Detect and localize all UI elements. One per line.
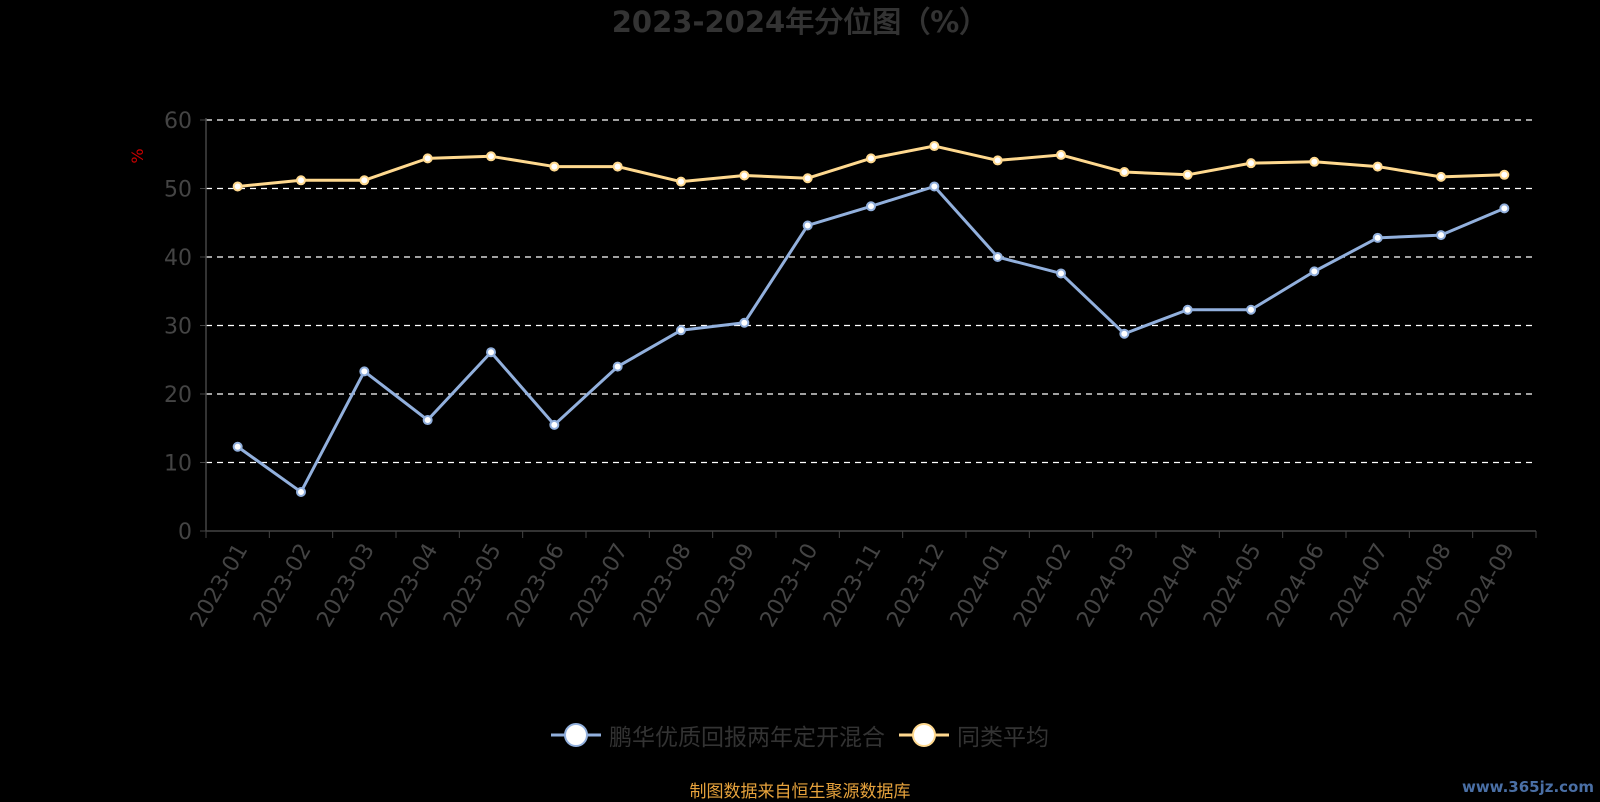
y-tick-label: 40 bbox=[164, 246, 192, 271]
x-tick-label: 2023-07 bbox=[566, 540, 634, 632]
axis-layer: 0102030405060%2023-012023-022023-032023-… bbox=[128, 109, 1537, 632]
data-point-series-1 bbox=[359, 366, 370, 377]
data-point-series-2 bbox=[1056, 149, 1066, 160]
data-point-series-2 bbox=[929, 141, 940, 152]
x-tick-label: 2023-02 bbox=[249, 540, 317, 632]
x-tick-label: 2024-08 bbox=[1389, 540, 1457, 632]
x-tick-label: 2023-04 bbox=[376, 540, 444, 632]
x-tick-label: 2024-02 bbox=[1009, 540, 1077, 632]
y-tick-label: 50 bbox=[164, 178, 192, 203]
data-point-series-2 bbox=[1372, 161, 1383, 172]
x-tick-label: 2024-01 bbox=[946, 540, 1014, 632]
x-tick-label: 2023-10 bbox=[756, 540, 824, 632]
data-point-series-1 bbox=[929, 181, 940, 192]
data-point-series-1 bbox=[1182, 304, 1193, 315]
y-tick-label: 10 bbox=[164, 452, 192, 477]
x-tick-label: 2024-04 bbox=[1136, 540, 1204, 632]
data-point-series-1 bbox=[1499, 203, 1510, 214]
legend-item-series-2[interactable]: 同类平均 bbox=[899, 718, 1049, 752]
data-point-series-1 bbox=[866, 201, 876, 212]
data-point-series-2 bbox=[486, 151, 496, 162]
series-layer bbox=[232, 141, 1510, 497]
data-point-series-2 bbox=[866, 153, 876, 164]
line-chart: 0102030405060%2023-012023-022023-032023-… bbox=[128, 109, 1537, 632]
series-line-1 bbox=[236, 184, 1505, 494]
data-point-series-2 bbox=[296, 175, 306, 186]
y-tick-label: 60 bbox=[164, 109, 192, 134]
data-point-series-2 bbox=[992, 155, 1003, 166]
legend: 鹏华优质回报两年定开混合 同类平均 bbox=[0, 718, 1600, 752]
data-point-series-1 bbox=[802, 220, 813, 231]
data-point-series-2 bbox=[1246, 158, 1256, 169]
data-point-series-1 bbox=[549, 419, 560, 430]
data-point-series-2 bbox=[1119, 167, 1130, 178]
data-point-series-2 bbox=[802, 173, 813, 184]
data-point-series-1 bbox=[676, 325, 686, 336]
data-point-series-1 bbox=[1246, 304, 1256, 315]
x-tick-label: 2024-07 bbox=[1326, 540, 1394, 632]
x-tick-label: 2024-09 bbox=[1452, 540, 1520, 632]
y-tick-label: 30 bbox=[164, 315, 192, 340]
y-tick-label: 20 bbox=[164, 383, 192, 408]
data-point-series-1 bbox=[232, 441, 243, 452]
data-point-series-1 bbox=[1119, 328, 1130, 339]
legend-line-marker-icon bbox=[551, 723, 601, 747]
data-point-series-2 bbox=[1309, 156, 1320, 167]
y-axis-label: % bbox=[128, 148, 147, 163]
x-tick-label: 2023-05 bbox=[439, 540, 507, 632]
source-note: 制图数据来自恒生聚源数据库 bbox=[689, 782, 911, 802]
x-tick-label: 2023-01 bbox=[186, 540, 254, 632]
data-point-series-1 bbox=[422, 415, 433, 426]
x-tick-label: 2023-06 bbox=[502, 540, 570, 632]
data-point-series-1 bbox=[612, 361, 623, 372]
data-point-series-2 bbox=[676, 176, 686, 187]
data-point-series-1 bbox=[1372, 232, 1383, 243]
data-point-series-1 bbox=[1309, 266, 1320, 277]
grid-layer bbox=[206, 119, 1536, 464]
data-point-series-2 bbox=[1182, 169, 1193, 180]
data-point-series-2 bbox=[232, 181, 243, 192]
watermark: www.365jz.com bbox=[1461, 778, 1594, 796]
data-point-series-2 bbox=[739, 170, 750, 181]
x-tick-label: 2023-11 bbox=[819, 540, 887, 632]
data-point-series-1 bbox=[1436, 230, 1446, 241]
data-point-series-2 bbox=[1436, 171, 1446, 182]
data-point-series-2 bbox=[1499, 169, 1510, 180]
legend-line-marker-icon bbox=[899, 723, 949, 747]
data-point-series-2 bbox=[549, 161, 560, 172]
x-tick-label: 2024-05 bbox=[1199, 540, 1267, 632]
data-point-series-1 bbox=[296, 486, 306, 497]
x-tick-label: 2023-08 bbox=[629, 540, 697, 632]
x-tick-label: 2023-09 bbox=[692, 540, 760, 632]
y-tick-label: 0 bbox=[178, 520, 192, 545]
data-point-series-1 bbox=[739, 317, 750, 328]
legend-label-series-1: 鹏华优质回报两年定开混合 bbox=[609, 725, 885, 751]
x-tick-label: 2023-12 bbox=[882, 540, 950, 632]
data-point-series-1 bbox=[1056, 268, 1066, 279]
legend-item-series-1[interactable]: 鹏华优质回报两年定开混合 bbox=[551, 718, 885, 752]
data-point-series-2 bbox=[612, 161, 623, 172]
data-point-series-2 bbox=[422, 153, 433, 164]
chart-title: 2023-2024年分位图（%） bbox=[611, 5, 989, 39]
x-tick-label: 2024-06 bbox=[1262, 540, 1330, 632]
legend-label-series-2: 同类平均 bbox=[957, 725, 1049, 751]
data-point-series-1 bbox=[992, 252, 1003, 262]
data-point-series-1 bbox=[486, 347, 496, 358]
x-tick-label: 2024-03 bbox=[1072, 540, 1140, 632]
x-tick-label: 2023-03 bbox=[312, 540, 380, 632]
data-point-series-2 bbox=[359, 175, 370, 186]
